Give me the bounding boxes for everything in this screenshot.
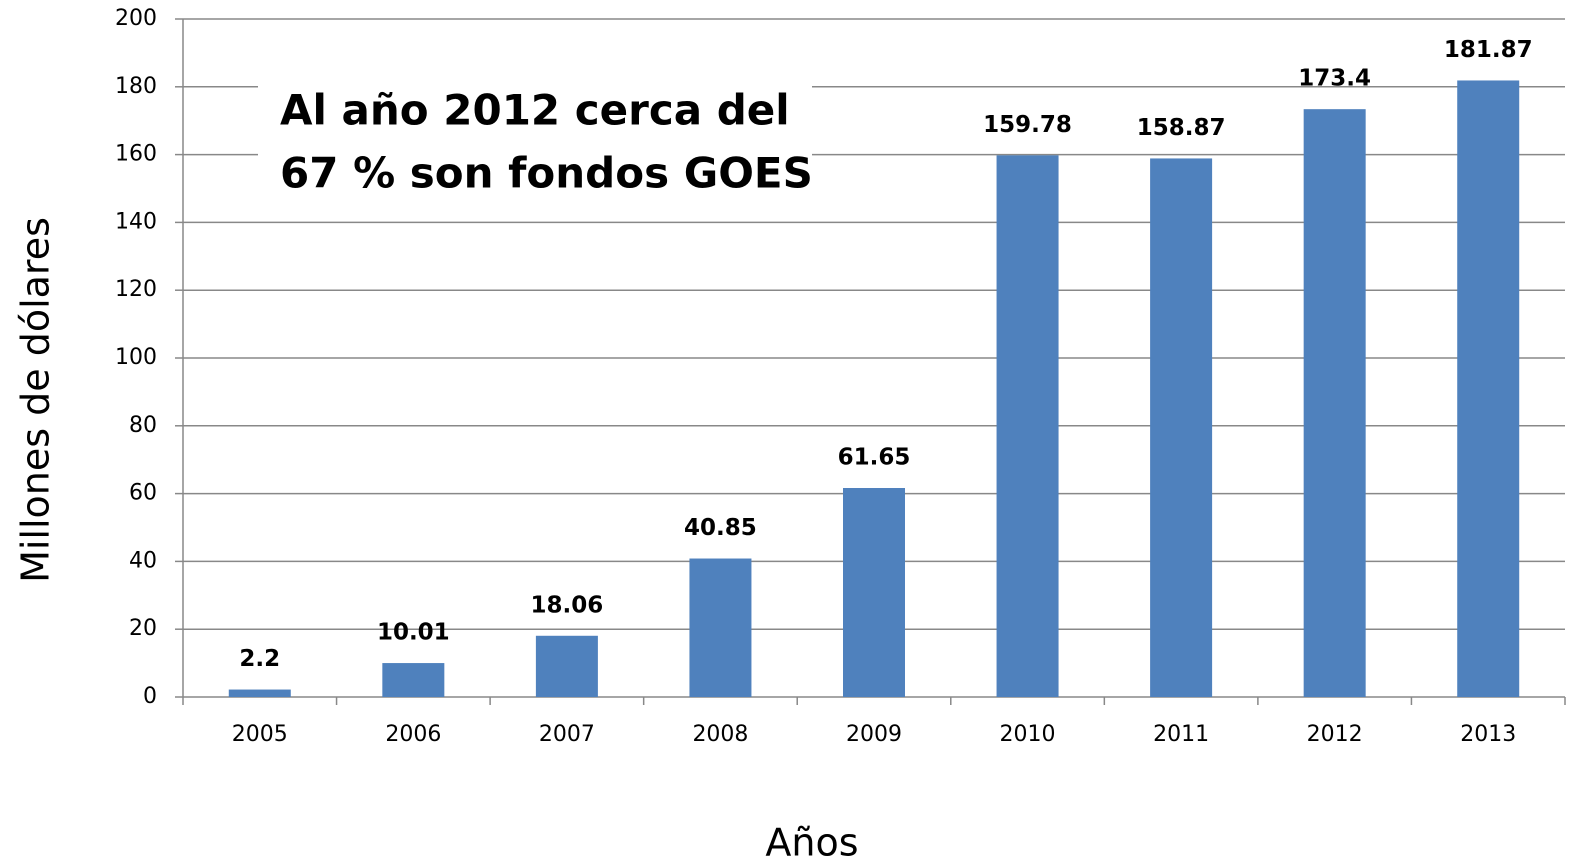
y-tick-label: 100 — [115, 345, 157, 370]
y-tick-label: 200 — [115, 6, 157, 31]
bar — [228, 689, 291, 697]
bar — [1303, 109, 1366, 697]
x-tick-label: 2007 — [539, 722, 595, 747]
y-axis-label: Millones de dólares — [14, 217, 58, 583]
value-label: 2.2 — [239, 646, 280, 672]
bar — [996, 155, 1059, 697]
annotation-box — [258, 68, 812, 192]
x-axis-label: Años — [765, 821, 858, 864]
y-tick-label: 160 — [115, 142, 157, 167]
y-tick-label: 80 — [129, 413, 157, 438]
annotation: Al año 2012 cerca del — [280, 86, 790, 135]
x-tick-label: 2013 — [1460, 722, 1516, 747]
x-tick-label: 2010 — [1000, 722, 1056, 747]
x-tick-label: 2008 — [692, 722, 748, 747]
x-tick-label: 2006 — [385, 722, 441, 747]
value-label: 10.01 — [377, 620, 450, 646]
x-tick-label: 2005 — [232, 722, 288, 747]
y-tick-label: 0 — [143, 684, 157, 709]
bar — [1150, 158, 1213, 698]
value-label: 173.4 — [1298, 66, 1371, 92]
x-tick-label: 2012 — [1307, 722, 1363, 747]
bar — [689, 558, 752, 697]
y-tick-label: 120 — [115, 277, 157, 302]
y-tick-label: 40 — [129, 548, 157, 573]
bar — [843, 488, 905, 697]
value-label: 61.65 — [838, 445, 911, 471]
bar — [382, 663, 445, 697]
value-label: 159.78 — [983, 112, 1072, 138]
value-label: 18.06 — [531, 592, 604, 618]
value-label: 158.87 — [1137, 115, 1226, 141]
x-tick-label: 2009 — [846, 722, 902, 747]
y-tick-label: 20 — [129, 616, 157, 641]
x-tick-label: 2011 — [1153, 722, 1209, 747]
value-label: 40.85 — [684, 515, 757, 541]
bar — [1457, 80, 1520, 698]
bar — [535, 635, 598, 697]
y-tick-label: 140 — [115, 209, 157, 234]
y-tick-label: 60 — [129, 481, 157, 506]
y-tick-label: 180 — [115, 74, 157, 99]
value-label: 181.87 — [1444, 37, 1533, 63]
annotation: 67 % son fondos GOES — [280, 149, 813, 198]
